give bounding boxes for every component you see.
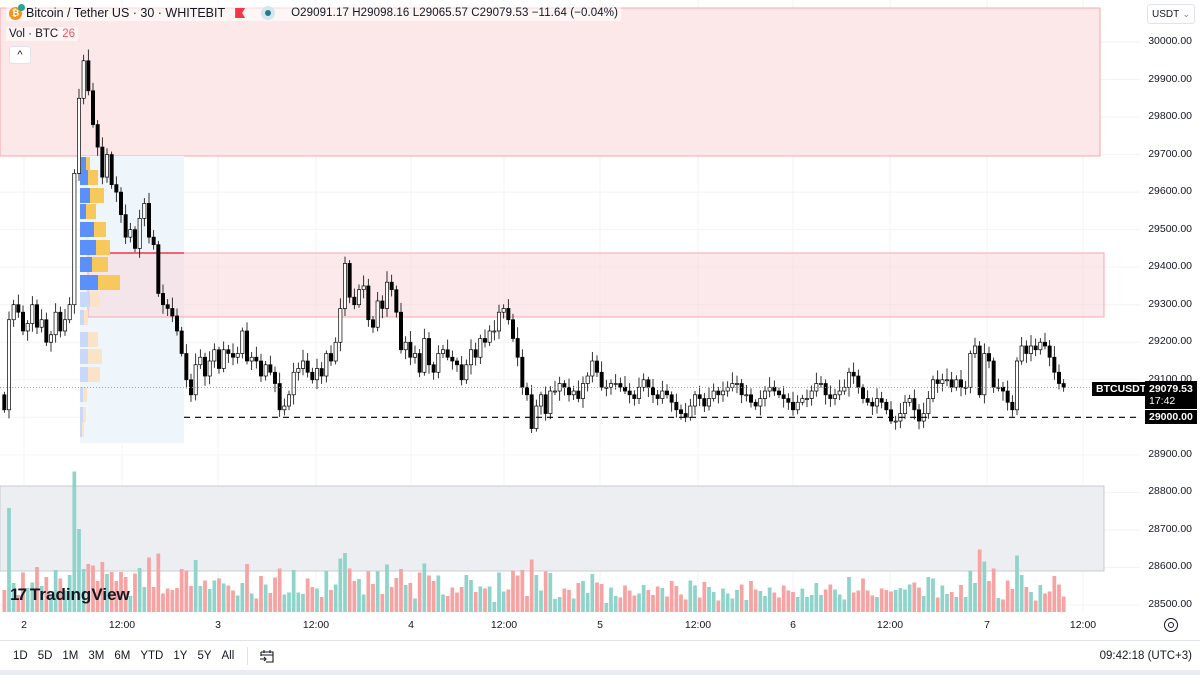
market-status-icon xyxy=(261,6,276,20)
divider xyxy=(247,646,249,665)
time-label: 3 xyxy=(215,619,221,631)
price-label: 29700.00 xyxy=(1148,147,1192,160)
collapse-legend-button[interactable]: ^ xyxy=(9,46,31,64)
ohlc-values: O29091.17 H29098.16 L29065.57 C29079.53 … xyxy=(291,7,619,19)
last-price: 29079.53 xyxy=(1149,383,1193,395)
time-label: 2 xyxy=(21,619,27,631)
price-label: 29800.00 xyxy=(1148,110,1192,123)
time-label: 12:00 xyxy=(302,619,330,631)
bottom-toolbar: 1D 5D 1M 3M 6M YTD 1Y 5Y All 09:42:18 (UTC+3) xyxy=(0,640,1200,670)
price-label: 28900.00 xyxy=(1148,447,1192,460)
range-button-1y[interactable]: 1Y xyxy=(173,649,188,662)
chevron-down-icon: ⌄ xyxy=(1182,8,1190,19)
candles xyxy=(2,49,1066,434)
time-label: 12:00 xyxy=(684,619,712,631)
price-label: 29600.00 xyxy=(1148,185,1192,198)
range-button-all[interactable]: All xyxy=(221,649,235,662)
settings-icon[interactable] xyxy=(1164,618,1178,632)
time-label: 5 xyxy=(597,619,603,631)
currency-label: USDT xyxy=(1152,8,1180,20)
time-label: 12:00 xyxy=(490,619,518,631)
clock[interactable]: 09:42:18 (UTC+3) xyxy=(1099,649,1192,662)
time-label: 6 xyxy=(790,619,796,631)
volume-value: 26 xyxy=(62,28,76,40)
range-button-5y[interactable]: 5Y xyxy=(197,649,212,662)
tradingview-text: TradingView xyxy=(29,585,130,604)
calendar-arrow-icon[interactable] xyxy=(258,647,276,665)
price-label: 29300.00 xyxy=(1148,297,1192,310)
price-label: 28800.00 xyxy=(1148,485,1192,498)
volume-label: Vol · BTC xyxy=(9,28,59,40)
symbol-tag: BTCUSDT xyxy=(1092,382,1151,396)
range-button-ytd[interactable]: YTD xyxy=(140,649,164,662)
price-label: 29900.00 xyxy=(1148,72,1192,85)
price-label: 30000.00 xyxy=(1148,35,1192,47)
last-price-tag: 29079.53 17:42 xyxy=(1145,381,1197,409)
symbol-title: Bitcoin / Tether US · 30 · WHITEBIT xyxy=(26,6,226,20)
volume-legend[interactable]: Vol · BTC 26 xyxy=(6,27,79,41)
tradingview-logo[interactable]: 17 TradingView xyxy=(10,585,130,605)
range-button-3m[interactable]: 3M xyxy=(88,649,105,662)
price-label: 29400.00 xyxy=(1148,260,1192,273)
range-button-1m[interactable]: 1M xyxy=(62,649,79,662)
time-label: 4 xyxy=(408,619,414,631)
range-button-5d[interactable]: 5D xyxy=(37,649,53,662)
price-label: 28600.00 xyxy=(1148,560,1192,573)
volume-bars xyxy=(2,471,1066,612)
tradingview-mark-icon: 17 xyxy=(10,585,27,604)
flag-icon[interactable] xyxy=(235,8,246,18)
currency-select[interactable]: USDT ⌄ xyxy=(1147,4,1195,24)
time-label: 7 xyxy=(984,619,990,631)
range-buttons: 1D 5D 1M 3M 6M YTD 1Y 5Y All xyxy=(8,650,239,662)
chevron-up-icon: ^ xyxy=(17,49,23,61)
price-label: 28700.00 xyxy=(1148,522,1192,535)
time-label: 12:00 xyxy=(1069,619,1097,631)
symbol-legend[interactable]: ₿ Bitcoin / Tether US · 30 · WHITEBIT O2… xyxy=(6,3,622,21)
bar-countdown: 17:42 xyxy=(1149,395,1176,407)
price-label: 28500.00 xyxy=(1148,597,1192,610)
time-label: 12:00 xyxy=(876,619,904,631)
time-label: 12:00 xyxy=(108,619,136,631)
volume-profile xyxy=(80,157,120,437)
level-tag: 29000.00 xyxy=(1145,410,1197,424)
zones xyxy=(0,7,1105,572)
range-button-1d[interactable]: 1D xyxy=(13,649,28,662)
bitcoin-icon: ₿ xyxy=(9,3,25,20)
footer-strip xyxy=(0,670,1200,675)
range-button-6m[interactable]: 6M xyxy=(114,649,131,662)
price-label: 29200.00 xyxy=(1148,335,1192,348)
levels xyxy=(0,387,1140,418)
price-label: 29500.00 xyxy=(1148,222,1192,235)
